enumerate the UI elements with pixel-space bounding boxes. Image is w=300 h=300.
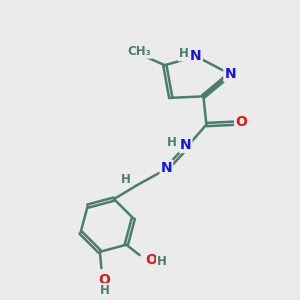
Text: H: H bbox=[99, 284, 109, 297]
Text: CH₃: CH₃ bbox=[128, 45, 152, 58]
Text: N: N bbox=[224, 67, 236, 81]
Text: O: O bbox=[98, 273, 110, 287]
Text: O: O bbox=[235, 115, 247, 129]
Text: H: H bbox=[178, 47, 188, 60]
Text: N: N bbox=[160, 160, 172, 175]
Text: O: O bbox=[145, 253, 157, 267]
Text: H: H bbox=[167, 136, 177, 149]
Text: H: H bbox=[157, 255, 167, 268]
Text: H: H bbox=[121, 173, 131, 186]
Text: N: N bbox=[180, 138, 191, 152]
Text: N: N bbox=[190, 49, 202, 63]
